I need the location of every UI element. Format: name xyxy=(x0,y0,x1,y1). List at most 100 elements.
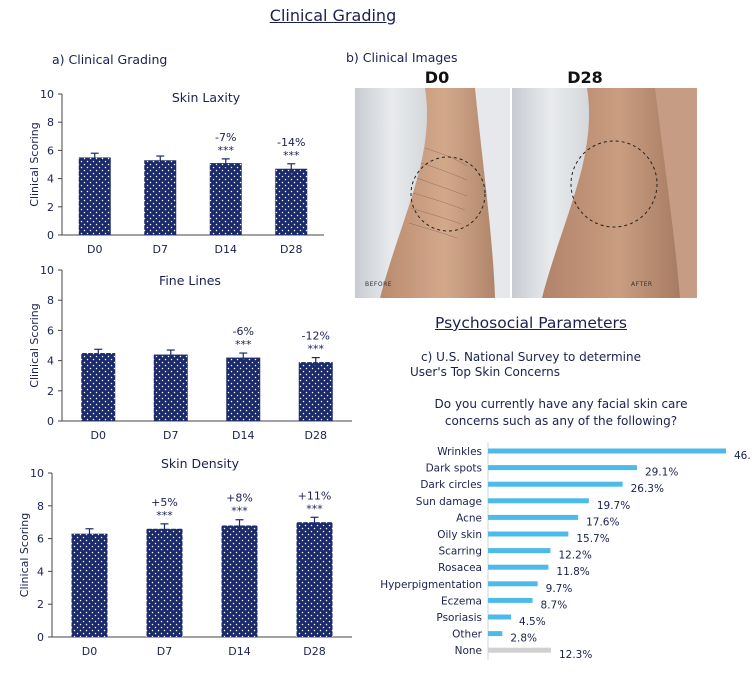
photo-before-caption: BEFORE xyxy=(365,281,392,288)
bar-d14 xyxy=(209,163,242,235)
y-tick-label: 2 xyxy=(47,201,54,214)
survey-subtitle-line2: User's Top Skin Concerns xyxy=(410,365,560,379)
category-label: Wrinkles xyxy=(437,446,482,458)
survey-subtitle: c) U.S. National Survey to determine Use… xyxy=(396,350,666,380)
y-tick-label: 2 xyxy=(37,598,44,611)
value-label: 2.8% xyxy=(510,633,537,645)
bar-dark-circles xyxy=(488,481,623,487)
bar-sun-damage xyxy=(488,498,589,504)
bar-d14 xyxy=(226,357,261,421)
bar-d28 xyxy=(275,168,308,235)
y-tick-label: 0 xyxy=(47,415,54,428)
before-photo xyxy=(355,88,510,298)
category-label: Acne xyxy=(456,512,482,524)
bar-d7 xyxy=(144,160,177,235)
significance-label: *** xyxy=(283,149,300,162)
value-label: 12.2% xyxy=(558,550,591,562)
value-label: 9.7% xyxy=(546,583,573,595)
bar-none xyxy=(488,647,551,653)
category-label: None xyxy=(455,645,482,657)
bar-eczema xyxy=(488,597,533,603)
value-label: 11.8% xyxy=(556,566,589,578)
value-label: 26.3% xyxy=(631,483,664,495)
significance-label: *** xyxy=(231,505,248,518)
significance-label: *** xyxy=(235,338,252,351)
y-axis-label: Clinical Scoring xyxy=(28,303,41,387)
before-after-photos: BEFORE AFTER xyxy=(355,88,697,298)
photo-after-caption: AFTER xyxy=(631,281,653,288)
y-tick-label: 10 xyxy=(30,467,44,480)
y-tick-label: 6 xyxy=(47,144,54,157)
bar-psoriasis xyxy=(488,614,512,620)
section-a-title: a) Clinical Grading xyxy=(52,52,168,67)
significance-label: *** xyxy=(218,144,235,157)
bar-d0 xyxy=(81,353,116,421)
bar-d28 xyxy=(298,362,333,421)
survey-question: Do you currently have any facial skin ca… xyxy=(396,396,726,430)
x-tick-label: D7 xyxy=(163,429,178,442)
category-label: Eczema xyxy=(441,595,482,607)
pct-change-label: +11% xyxy=(298,489,332,502)
bar-other xyxy=(488,631,503,637)
chart-skin-density: 0 2 4 6 8 10 Clinical Scoring Skin Density D0 D7 +… xyxy=(18,456,352,658)
value-label: 12.3% xyxy=(559,649,592,661)
pct-change-label: -14% xyxy=(277,136,305,149)
bar-d28 xyxy=(296,522,333,637)
x-tick-label: D0 xyxy=(82,645,97,658)
section-b-title: b) Clinical Images xyxy=(346,50,458,65)
category-label: Hyperpigmentation xyxy=(380,579,482,591)
pct-change-label: +8% xyxy=(226,492,253,505)
x-tick-label: D14 xyxy=(215,243,237,256)
bar-d0 xyxy=(78,157,111,235)
category-label: Scarring xyxy=(438,546,482,558)
bar-wrinkles xyxy=(488,448,726,454)
photo-before-label: D0 xyxy=(424,68,450,87)
bar-d7 xyxy=(153,354,188,421)
value-label: 8.7% xyxy=(541,599,568,611)
bar-oily-skin xyxy=(488,531,569,537)
y-tick-label: 8 xyxy=(47,116,54,129)
chart-title: Fine Lines xyxy=(159,273,221,288)
bar-rosacea xyxy=(488,564,549,570)
pct-change-label: +5% xyxy=(151,496,178,509)
pct-change-label: -12% xyxy=(302,330,330,343)
x-tick-label: D14 xyxy=(228,645,250,658)
x-tick-label: D7 xyxy=(157,645,172,658)
y-tick-label: 8 xyxy=(47,294,54,307)
x-tick-label: D28 xyxy=(305,429,327,442)
category-label: Psoriasis xyxy=(436,612,482,624)
pct-change-label: -6% xyxy=(233,325,254,338)
x-tick-label: D28 xyxy=(280,243,302,256)
bar-acne xyxy=(488,514,579,520)
chart-title: Skin Density xyxy=(161,456,240,471)
significance-label: *** xyxy=(306,502,323,515)
y-axis-label: Clinical Scoring xyxy=(28,122,41,206)
main-title: Clinical Grading xyxy=(269,6,397,25)
y-tick-label: 0 xyxy=(47,229,54,242)
category-label: Oily skin xyxy=(437,529,482,541)
y-tick-label: 6 xyxy=(37,533,44,546)
y-tick-label: 2 xyxy=(47,385,54,398)
x-tick-label: D14 xyxy=(232,429,254,442)
x-tick-label: D28 xyxy=(303,645,325,658)
y-tick-label: 8 xyxy=(37,500,44,513)
value-label: 15.7% xyxy=(576,533,609,545)
y-tick-label: 10 xyxy=(40,264,54,277)
value-label: 46.5% xyxy=(734,450,750,462)
chart-skin-concerns: Wrinkles 46.5% Dark spots 29.1% Dark circles… xyxy=(380,442,750,661)
bar-dark-spots xyxy=(488,465,637,471)
value-label: 4.5% xyxy=(519,616,546,628)
category-label: Other xyxy=(452,629,482,641)
x-tick-label: D7 xyxy=(153,243,168,256)
psychosocial-title: Psychosocial Parameters xyxy=(435,314,627,332)
clinical-images: D0 D28 xyxy=(355,68,697,298)
after-photo xyxy=(512,88,697,298)
pct-change-label: -7% xyxy=(215,131,236,144)
bar-d7 xyxy=(146,528,183,637)
y-tick-label: 6 xyxy=(47,324,54,337)
value-label: 29.1% xyxy=(645,467,678,479)
survey-question-line1: Do you currently have any facial skin ca… xyxy=(434,397,688,411)
category-label: Rosacea xyxy=(438,562,482,574)
chart-title: Skin Laxity xyxy=(172,90,241,105)
y-tick-label: 10 xyxy=(40,88,54,101)
